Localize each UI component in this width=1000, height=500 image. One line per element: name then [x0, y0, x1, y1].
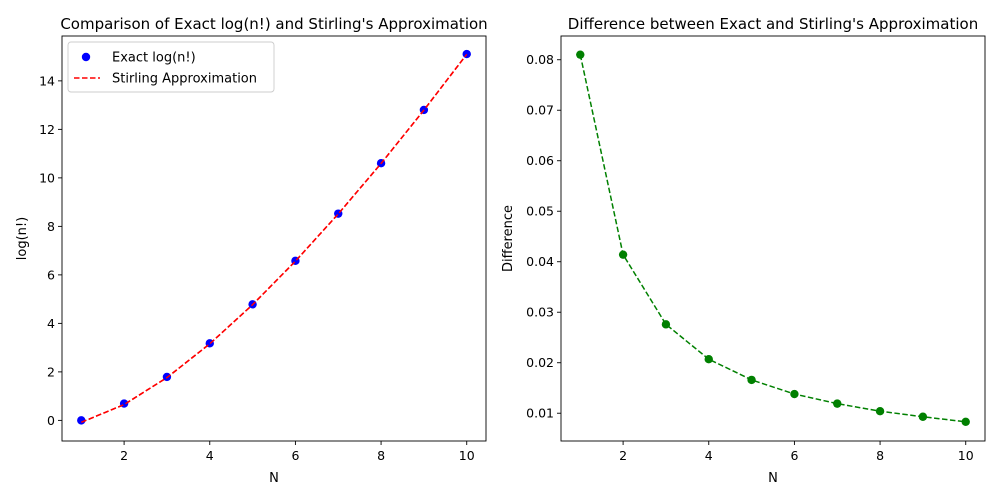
chart-title: Difference between Exact and Stirling's … [568, 15, 978, 33]
y-tick-label: 0.02 [526, 355, 554, 370]
legend-label-stirling: Stirling Approximation [112, 72, 257, 87]
difference-point [875, 407, 885, 416]
stirling-line-overlay [80, 53, 468, 424]
x-tick-label: 4 [705, 448, 713, 463]
x-tick-label: 8 [377, 448, 385, 463]
y-tick-label: 6 [47, 267, 55, 282]
y-tick-label: 8 [47, 219, 55, 234]
x-tick-label: 6 [291, 448, 299, 463]
y-tick-label: 2 [47, 364, 55, 379]
difference-point [790, 389, 799, 399]
x-tick-label: 2 [120, 448, 128, 463]
difference-point [833, 399, 842, 408]
legend-box [67, 41, 275, 93]
x-tick-label: 8 [876, 448, 884, 463]
y-tick-label: 0 [47, 413, 55, 428]
x-tick-label: 4 [206, 448, 214, 463]
y-axis-label: Difference [501, 205, 516, 272]
plot-frame [61, 35, 487, 442]
y-tick-label: 0.08 [526, 52, 554, 67]
y-tick-label: 0.05 [526, 204, 554, 219]
y-tick-label: 12 [39, 122, 55, 137]
difference-point [747, 375, 756, 385]
exact-point [462, 49, 471, 59]
difference-point [618, 250, 628, 259]
y-tick-label: 0.04 [526, 254, 554, 269]
x-tick-label: 6 [790, 448, 798, 463]
y-tick-label: 10 [39, 170, 55, 185]
difference-line [579, 54, 966, 423]
legend-marker-exact [81, 52, 91, 62]
y-tick-label: 0.07 [526, 103, 554, 118]
x-tick-label: 10 [459, 448, 475, 463]
x-tick-label: 2 [619, 448, 627, 463]
difference-point [661, 320, 671, 329]
exact-point [77, 416, 86, 425]
difference-point [704, 354, 713, 364]
y-tick-label: 0.06 [526, 153, 554, 168]
difference-point [576, 50, 585, 59]
x-axis-label: N [269, 471, 279, 486]
plot-frame [560, 35, 986, 442]
y-axis-label: log(n!) [15, 217, 30, 260]
y-tick-label: 14 [39, 73, 55, 88]
difference-point [961, 417, 970, 427]
stirling-line [80, 53, 468, 424]
y-tick-label: 0.01 [526, 406, 554, 421]
legend: Exact log(n!) Stirling Approximation [67, 41, 275, 93]
x-tick-label: 10 [958, 448, 974, 463]
legend-label-exact: Exact log(n!) [112, 51, 196, 66]
y-tick-label: 4 [47, 316, 55, 331]
x-axis-label: N [768, 471, 778, 486]
difference-point [918, 412, 928, 421]
y-tick-label: 0.03 [526, 305, 554, 320]
chart-title: Comparison of Exact log(n!) and Stirling… [60, 15, 487, 33]
